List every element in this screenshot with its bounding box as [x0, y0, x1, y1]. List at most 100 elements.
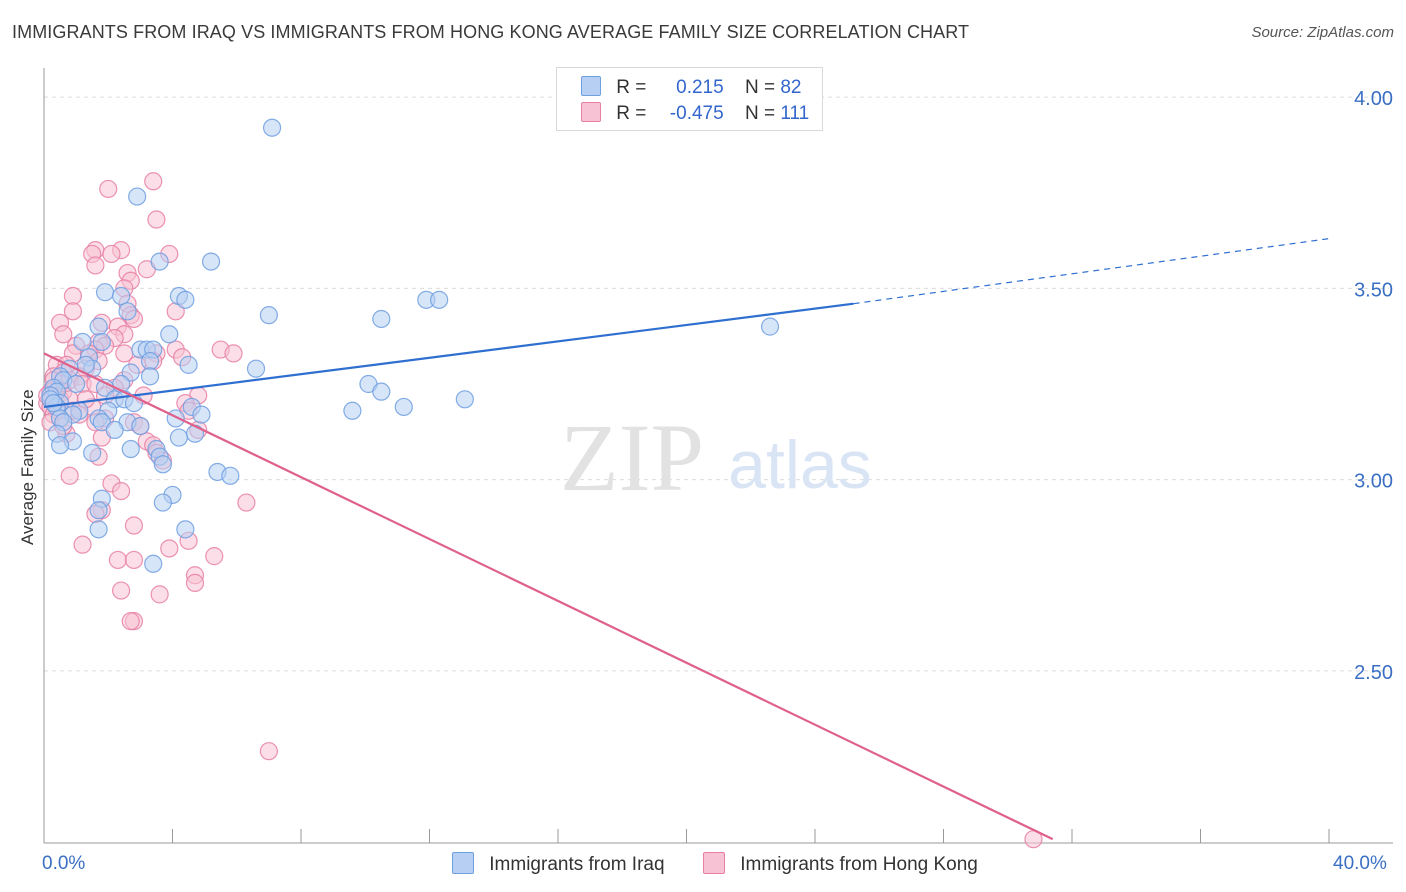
hongkong-point — [60, 466, 79, 485]
trend-line-iraq — [43, 302, 854, 409]
iraq-point — [118, 302, 137, 321]
hongkong-point — [147, 210, 166, 229]
iraq-point — [192, 405, 211, 424]
swatch-iraq — [581, 76, 601, 96]
iraq-point — [121, 439, 140, 459]
legend-iraq-r-value: 0.215 — [676, 77, 724, 98]
iraq-point — [92, 332, 111, 352]
legend-row-hongkong: R = -0.475 N = 111 — [581, 102, 809, 128]
legend-hk-r-label: R = — [616, 103, 647, 124]
iraq-point — [201, 252, 221, 271]
hongkong-point — [124, 516, 144, 535]
iraq-point — [166, 409, 185, 428]
iraq-point — [343, 401, 362, 420]
bottom-legend-hk-label: Immigrants from Hong Kong — [740, 854, 978, 875]
hongkong-point — [73, 535, 92, 554]
iraq-point — [83, 443, 102, 462]
iraq-point — [372, 382, 391, 401]
bottom-swatch-hongkong — [703, 852, 725, 874]
swatch-hongkong — [581, 102, 601, 122]
legend-iraq-n-label: N = — [744, 77, 776, 98]
y-tick-label: 3.50 — [1354, 279, 1393, 301]
y-axis-label: Average Family Size — [18, 389, 37, 545]
iraq-point — [105, 420, 124, 439]
iraq-point — [430, 290, 449, 309]
hongkong-point — [102, 244, 121, 264]
iraq-point — [89, 317, 108, 336]
iraq-point — [150, 252, 169, 271]
iraq-point — [73, 332, 92, 352]
iraq-point — [760, 317, 780, 336]
hongkong-point — [237, 493, 256, 512]
iraq-point — [169, 428, 189, 447]
iraq-point — [394, 397, 413, 417]
iraq-point — [455, 390, 474, 409]
hongkong-point — [63, 286, 83, 306]
iraq-point — [111, 286, 131, 306]
iraq-point — [221, 466, 240, 485]
bottom-legend-iraq: Immigrants from Iraq — [452, 852, 665, 876]
hongkong-point — [54, 325, 73, 344]
iraq-point — [89, 520, 108, 539]
stats-legend: R = 0.215 N = 82 R = -0.475 N = 111 — [556, 67, 823, 131]
legend-hk-r-value: -0.475 — [669, 103, 724, 124]
iraq-point — [372, 309, 391, 329]
iraq-point — [179, 355, 198, 374]
hongkong-point — [111, 581, 131, 600]
legend-hk-n-label: N = — [744, 103, 776, 124]
series-hongkong — [38, 172, 1043, 849]
hongkong-point — [99, 179, 118, 199]
iraq-point — [50, 436, 70, 455]
hongkong-point — [185, 573, 205, 593]
chart-title: IMMIGRANTS FROM IRAQ VS IMMIGRANTS FROM … — [12, 22, 970, 42]
trend-line-iraq-dashed — [853, 238, 1330, 305]
hongkong-point — [224, 344, 243, 363]
iraq-point — [128, 187, 147, 206]
watermark-zip: ZIP — [560, 404, 704, 511]
iraq-point — [67, 374, 86, 394]
iraq-point — [140, 351, 160, 371]
hongkong-point — [150, 585, 169, 604]
iraq-point — [262, 118, 282, 137]
hongkong-point — [259, 742, 278, 761]
legend-iraq-r-label: R = — [616, 77, 647, 98]
iraq-point — [140, 367, 160, 386]
bottom-legend-hongkong: Immigrants from Hong Kong — [703, 852, 978, 876]
legend-hk-n-value: 111 — [780, 103, 810, 124]
iraq-point — [44, 394, 63, 413]
y-tick-label: 3.00 — [1354, 471, 1393, 493]
iraq-point — [131, 416, 150, 436]
bottom-swatch-iraq — [452, 852, 474, 874]
watermark-atlas: atlas — [728, 427, 872, 503]
x-tick-min: 0.0% — [42, 853, 86, 874]
axes — [43, 68, 1393, 844]
hongkong-point — [121, 612, 140, 631]
x-tick-max: 40.0% — [1333, 853, 1387, 874]
hongkong-point — [108, 550, 127, 570]
y-tick-label: 4.00 — [1354, 88, 1393, 110]
hongkong-point — [144, 172, 163, 191]
iraq-point — [246, 359, 266, 378]
hongkong-point — [111, 482, 131, 501]
iraq-point — [153, 493, 172, 512]
trend-lines — [43, 238, 1330, 841]
legend-row-iraq: R = 0.215 N = 82 — [581, 76, 801, 102]
iraq-point — [176, 290, 195, 309]
source-label: Source: ZipAtlas.com — [1251, 24, 1394, 41]
series-iraq — [41, 118, 780, 573]
iraq-point — [144, 554, 163, 573]
hongkong-point — [205, 547, 224, 566]
y-tick-label: 2.50 — [1354, 662, 1393, 684]
trend-line-hongkong — [43, 352, 1054, 841]
y-tick-labels: 2.50 3.00 3.50 4.00 — [1354, 88, 1393, 684]
bottom-legend-iraq-label: Immigrants from Iraq — [489, 854, 665, 875]
iraq-point — [176, 520, 195, 539]
hongkong-point — [63, 302, 83, 321]
iraq-point — [153, 455, 172, 474]
iraq-point — [89, 501, 108, 520]
gridlines — [44, 96, 1389, 672]
y-axis-label-wrap: Average Family Size — [18, 389, 38, 565]
iraq-point — [160, 325, 179, 344]
iraq-point — [95, 283, 115, 302]
